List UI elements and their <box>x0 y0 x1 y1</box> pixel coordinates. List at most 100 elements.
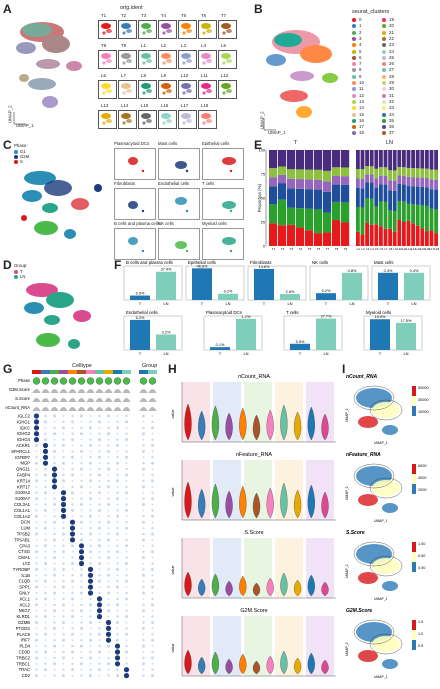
e-bar-segment <box>402 167 406 176</box>
sample-cluster <box>146 59 152 63</box>
i-scale-label: 50000 <box>418 386 429 390</box>
e-bar-segment <box>425 168 429 178</box>
g-dot <box>42 460 49 466</box>
g-gene-label: SPP1 <box>19 585 30 590</box>
e-bar-segment <box>278 166 287 175</box>
i-colorbar <box>412 474 416 484</box>
g-dot <box>151 497 154 501</box>
g-dot <box>151 532 154 536</box>
i-ylabel: UMAP_2 <box>345 642 349 656</box>
sample-label: L10 <box>181 73 189 78</box>
e-bar-segment <box>323 232 332 246</box>
sample-umap <box>221 83 232 95</box>
g-dot <box>87 590 94 596</box>
g-dot <box>71 480 74 482</box>
sample-umap <box>181 23 192 35</box>
g-mini-violin <box>148 407 157 411</box>
g-dot <box>96 596 103 602</box>
h-violin <box>198 410 206 441</box>
e-bar-segment <box>314 233 323 246</box>
panel-c-legend-title: Phase: <box>14 143 28 148</box>
g-dot <box>44 627 47 630</box>
g-dot <box>89 562 92 565</box>
sample-umap <box>181 53 192 65</box>
cluster-label: 3 <box>359 35 362 41</box>
e-bar-segment <box>383 184 388 202</box>
g-dot <box>71 579 74 583</box>
sample-cluster <box>186 119 192 123</box>
g-dot <box>125 503 128 506</box>
e-bar-segment <box>323 212 332 233</box>
panel-c-label: C <box>3 138 12 152</box>
g-gene-label: IRF7 <box>21 638 31 643</box>
g-dot <box>62 580 65 583</box>
i-colorbar <box>412 386 416 396</box>
g-gene-label: C1QB <box>19 579 31 584</box>
h-violin <box>252 582 261 597</box>
f-bar <box>130 295 150 300</box>
g-mini-violin <box>104 389 113 393</box>
g-dot <box>125 538 128 542</box>
i-xlabel: UMAP_1 <box>374 597 388 601</box>
g-dot <box>116 415 119 417</box>
g-dot <box>80 444 83 447</box>
g-dot <box>123 673 130 679</box>
sample-cluster <box>106 29 112 33</box>
i-panel-title: G2M.Score <box>346 608 372 614</box>
g-dot <box>98 485 101 488</box>
g-dot <box>142 580 145 583</box>
sample-panel <box>118 50 137 69</box>
f-data-label: 17.5% <box>401 319 412 323</box>
g-dot <box>107 449 110 453</box>
i-cluster <box>382 503 398 513</box>
e-bar-segment <box>287 178 296 189</box>
g-dot <box>53 444 56 447</box>
h-violin <box>294 411 302 441</box>
i-panel-title: nCount_RNA <box>346 374 377 380</box>
i-cluster <box>382 425 398 435</box>
f-chart-frame <box>123 315 183 351</box>
g-dot <box>89 645 92 647</box>
e-bar-segment <box>365 150 369 167</box>
e-bar-segment <box>388 190 392 211</box>
e-bar-segment <box>374 224 379 246</box>
cluster-swatch <box>352 87 356 92</box>
g-dot <box>62 544 65 547</box>
g-dot <box>71 444 74 447</box>
g-dot <box>53 568 56 571</box>
g-dot <box>44 497 47 500</box>
g-dot <box>125 603 128 606</box>
g-dot <box>98 639 101 642</box>
e-bar-segment <box>341 150 350 168</box>
f-chart-title: T cells <box>286 310 299 315</box>
g-dot <box>80 609 83 613</box>
h-violin <box>211 573 219 597</box>
g-dot <box>142 598 145 600</box>
cluster-label: 14 <box>359 105 364 111</box>
g-dot <box>80 621 83 624</box>
e-bar-segment <box>305 208 314 231</box>
i-scale-label: 1.00 <box>418 542 425 546</box>
h-violin <box>266 487 274 519</box>
g-dot <box>89 633 92 636</box>
e-bar-segment <box>383 167 388 176</box>
e-bar-segment <box>420 168 425 178</box>
e-bar-segment <box>356 150 360 170</box>
sample-umap <box>221 23 232 35</box>
sample-cluster <box>101 113 111 119</box>
g-dot <box>116 509 119 512</box>
e-sample-label: L6 <box>380 247 384 251</box>
g-dot <box>71 609 74 612</box>
g-dot <box>98 591 101 595</box>
sample-umap <box>121 113 132 125</box>
cluster-swatch <box>382 99 386 104</box>
h-ylabel: value <box>171 643 175 652</box>
g-dot <box>151 674 154 678</box>
sample-cluster <box>102 91 106 95</box>
celltype-panel <box>114 228 156 260</box>
g-dot <box>151 444 154 447</box>
f-chart-title: Myeloid cells <box>366 310 392 315</box>
g-phase-pie <box>59 377 68 385</box>
e-bar-segment <box>374 168 379 179</box>
phase-label: S <box>20 159 23 164</box>
